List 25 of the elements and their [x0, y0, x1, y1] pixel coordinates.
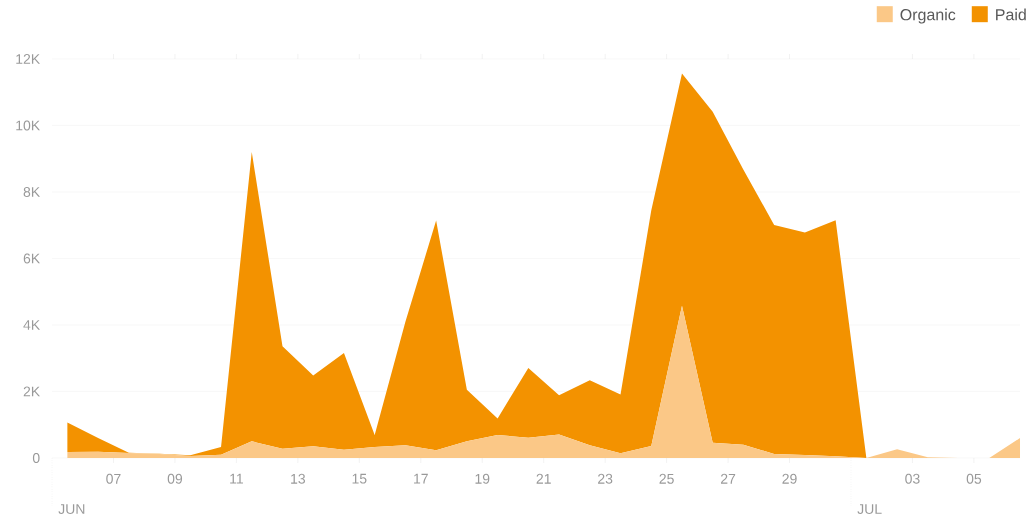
y-tick-label: 8K: [23, 187, 40, 197]
y-tick-label: 10K: [16, 120, 40, 131]
legend-label: Organic: [900, 8, 956, 24]
x-tick-label: 19: [475, 473, 490, 484]
y-tick-label: 2K: [23, 386, 40, 397]
y-tick-label: 0: [32, 453, 40, 463]
legend-label: Paid: [996, 8, 1026, 21]
x-tick-label: 23: [598, 473, 613, 484]
y-tick-label: 6K: [23, 253, 40, 264]
y-tick-label: 4K: [23, 320, 40, 330]
x-tick-label: 13: [291, 473, 306, 484]
x-tick-label: 21: [536, 473, 551, 484]
x-tick-label: 05: [966, 473, 982, 484]
x-tick-label: 15: [352, 473, 367, 484]
x-tick-label: 27: [720, 473, 736, 484]
x-tick-label: 17: [414, 473, 428, 484]
x-tick-label: 29: [782, 473, 797, 484]
text: JUN: [58, 504, 85, 514]
x-tick-label: 25: [659, 473, 674, 484]
x-tick-label: 03: [905, 473, 920, 484]
text: JUL: [857, 504, 882, 514]
x-tick-label: 09: [167, 473, 183, 484]
x-tick-label: 11: [230, 473, 243, 484]
x-tick-label: 07: [106, 473, 121, 484]
y-tick-label: 12K: [16, 54, 40, 64]
